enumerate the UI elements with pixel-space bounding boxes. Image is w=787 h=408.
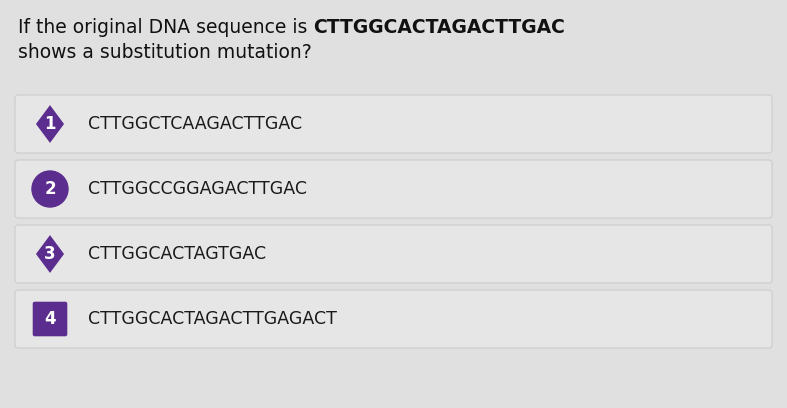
Text: CTTGGCACTAGACTTGAC: CTTGGCACTAGACTTGAC bbox=[313, 18, 565, 37]
FancyBboxPatch shape bbox=[33, 302, 68, 336]
Text: shows a substitution mutation?: shows a substitution mutation? bbox=[18, 43, 312, 62]
FancyBboxPatch shape bbox=[15, 160, 772, 218]
Text: 3: 3 bbox=[44, 245, 56, 263]
Text: 1: 1 bbox=[44, 115, 56, 133]
Text: 2: 2 bbox=[44, 180, 56, 198]
Text: 4: 4 bbox=[44, 310, 56, 328]
FancyBboxPatch shape bbox=[15, 225, 772, 283]
Polygon shape bbox=[36, 105, 64, 143]
Text: If the original DNA sequence is: If the original DNA sequence is bbox=[18, 18, 313, 37]
Text: CTTGGCCGGAGACTTGAC: CTTGGCCGGAGACTTGAC bbox=[88, 180, 307, 198]
FancyBboxPatch shape bbox=[15, 290, 772, 348]
FancyBboxPatch shape bbox=[15, 95, 772, 153]
Text: CTTGGCTCAAGACTTGAC: CTTGGCTCAAGACTTGAC bbox=[88, 115, 302, 133]
Polygon shape bbox=[36, 235, 64, 273]
Text: CTTGGCACTAGTGAC: CTTGGCACTAGTGAC bbox=[88, 245, 266, 263]
Text: CTTGGCACTAGACTTGAGACT: CTTGGCACTAGACTTGAGACT bbox=[88, 310, 337, 328]
Circle shape bbox=[32, 171, 68, 207]
